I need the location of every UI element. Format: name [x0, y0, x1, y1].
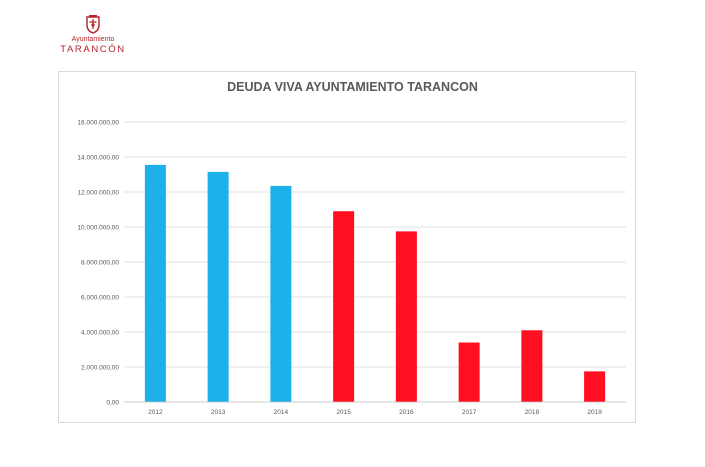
y-tick-label: 6.000.000,00	[81, 294, 119, 301]
x-tick-label: 2012	[148, 409, 163, 416]
bar-2016	[395, 231, 417, 402]
x-tick-label: 2019	[587, 409, 602, 416]
y-tick-label: 0,00	[106, 399, 119, 406]
bars	[144, 164, 606, 402]
x-tick-label: 2018	[525, 409, 540, 416]
x-tick-label: 2013	[211, 409, 226, 416]
x-tick-label: 2014	[274, 409, 289, 416]
x-tick-label: 2016	[399, 409, 414, 416]
y-tick-label: 10.000.000,00	[77, 224, 119, 231]
bar-2012	[144, 164, 166, 402]
logo: Ayuntamiento TARANCÓN	[60, 14, 126, 64]
chart-title: DEUDA VIVA AYUNTAMIENTO TARANCON	[227, 80, 478, 94]
bar-2017	[458, 342, 480, 402]
bar-2015	[333, 211, 355, 402]
x-tick-label: 2015	[336, 409, 351, 416]
x-tick-label: 2017	[462, 409, 477, 416]
bar-2018	[521, 330, 543, 402]
y-tick-label: 14.000.000,00	[77, 154, 119, 161]
bar-2014	[270, 185, 292, 402]
y-tick-label: 4.000.000,00	[81, 329, 119, 336]
logo-text-tarancon: TARANCÓN	[60, 44, 126, 55]
bar-2013	[207, 171, 229, 402]
coat-of-arms-icon	[86, 15, 100, 34]
y-axis-tick-labels: 0,00 2.000.000,00 4.000.000,00 6.000.000,00…	[77, 119, 119, 406]
grid-lines	[124, 121, 626, 368]
y-tick-label: 8.000.000,00	[81, 259, 119, 266]
y-tick-label: 16.000.000,00	[77, 119, 119, 126]
y-tick-label: 2.000.000,00	[81, 364, 119, 371]
bar-2019	[584, 371, 606, 402]
x-axis-tick-labels: 2012 2013 2014 2015 2016 2017 2018 2019	[148, 409, 602, 416]
y-tick-label: 12.000.000,00	[77, 189, 119, 196]
logo-text-ayuntamiento: Ayuntamiento	[71, 36, 115, 43]
